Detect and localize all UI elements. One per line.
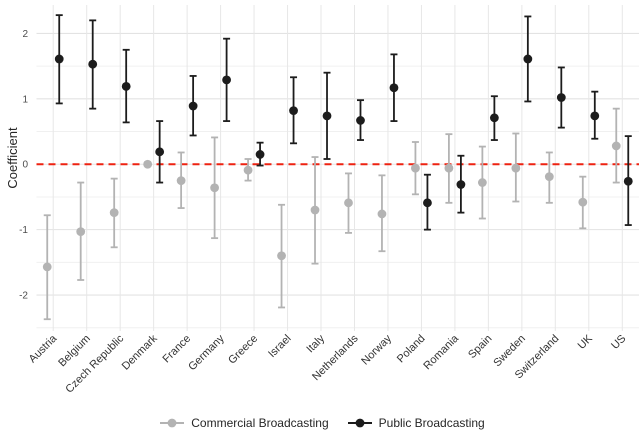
- point-public-broadcasting-belgium: [88, 59, 98, 69]
- legend-label-commercial: Commercial Broadcasting: [191, 416, 329, 430]
- point-public-broadcasting-switzerland: [556, 93, 566, 102]
- series-commercial-broadcasting: [42, 107, 621, 321]
- legend-key-public-icon: [347, 418, 372, 428]
- point-commercial-broadcasting-netherlands: [344, 198, 353, 208]
- point-commercial-broadcasting-italy: [310, 205, 320, 215]
- legend-key-commercial-icon: [160, 418, 185, 428]
- x-label-france: France: [161, 333, 194, 366]
- point-commercial-broadcasting-poland: [411, 163, 420, 173]
- point-commercial-broadcasting-uk: [578, 197, 588, 207]
- x-label-austria: Austria: [27, 332, 60, 365]
- point-commercial-broadcasting-israel: [277, 251, 286, 261]
- point-commercial-broadcasting-denmark: [143, 159, 153, 169]
- y-axis-tick-labels: -2 -1 0 1 2: [19, 29, 28, 302]
- x-label-germany: Germany: [186, 332, 227, 373]
- point-public-broadcasting-germany: [222, 75, 231, 85]
- point-commercial-broadcasting-norway: [377, 209, 387, 219]
- point-public-broadcasting-netherlands: [356, 116, 365, 125]
- legend-item-public-broadcasting: Public Broadcasting: [347, 416, 485, 430]
- point-public-broadcasting-israel: [289, 106, 298, 116]
- gridlines: [36, 5, 639, 331]
- point-commercial-broadcasting-greece: [243, 165, 253, 175]
- point-commercial-broadcasting-us: [611, 141, 621, 151]
- y-tick-label: 0: [22, 160, 28, 171]
- y-tick-label: -1: [19, 225, 28, 236]
- point-commercial-broadcasting-romania: [444, 163, 454, 173]
- x-label-denmark: Denmark: [120, 332, 160, 372]
- point-commercial-broadcasting-sweden: [511, 163, 521, 173]
- point-public-broadcasting-france: [188, 101, 198, 111]
- legend: Commercial Broadcasting Public Broadcast…: [0, 411, 644, 435]
- point-commercial-broadcasting-czech-republic: [109, 208, 119, 218]
- x-label-israel: Israel: [266, 333, 294, 361]
- series-public-broadcasting: [54, 14, 633, 231]
- legend-label-public: Public Broadcasting: [378, 416, 485, 430]
- point-public-broadcasting-denmark: [155, 147, 165, 157]
- point-public-broadcasting-poland: [423, 198, 432, 208]
- point-public-broadcasting-uk: [590, 111, 600, 121]
- y-tick-label: 2: [22, 29, 28, 40]
- x-label-greece: Greece: [226, 333, 260, 367]
- y-axis-title: Coefficient: [5, 127, 20, 189]
- point-public-broadcasting-austria: [54, 54, 64, 64]
- x-label-us: US: [609, 333, 628, 352]
- x-label-spain: Spain: [466, 333, 494, 361]
- x-label-uk: UK: [576, 332, 596, 352]
- point-public-broadcasting-us: [623, 176, 633, 186]
- x-label-italy: Italy: [304, 332, 327, 355]
- point-commercial-broadcasting-switzerland: [544, 172, 554, 182]
- legend-item-commercial-broadcasting: Commercial Broadcasting: [159, 416, 329, 430]
- point-commercial-broadcasting-austria: [42, 262, 52, 272]
- point-public-broadcasting-italy: [322, 111, 332, 121]
- point-commercial-broadcasting-germany: [210, 183, 219, 193]
- point-public-broadcasting-norway: [389, 83, 399, 93]
- x-label-romania: Romania: [421, 332, 461, 372]
- x-label-czech-republic: Czech Republic: [63, 332, 126, 395]
- point-public-broadcasting-sweden: [523, 54, 533, 64]
- point-public-broadcasting-greece: [255, 150, 265, 159]
- point-public-broadcasting-romania: [456, 180, 466, 189]
- point-commercial-broadcasting-spain: [477, 178, 487, 187]
- point-commercial-broadcasting-france: [176, 176, 186, 185]
- point-commercial-broadcasting-belgium: [76, 227, 86, 236]
- y-tick-label: 1: [22, 94, 28, 105]
- point-public-broadcasting-czech-republic: [121, 82, 131, 91]
- x-label-poland: Poland: [395, 333, 428, 366]
- point-public-broadcasting-spain: [489, 113, 499, 123]
- y-tick-label: -2: [19, 291, 28, 302]
- x-label-norway: Norway: [359, 332, 394, 367]
